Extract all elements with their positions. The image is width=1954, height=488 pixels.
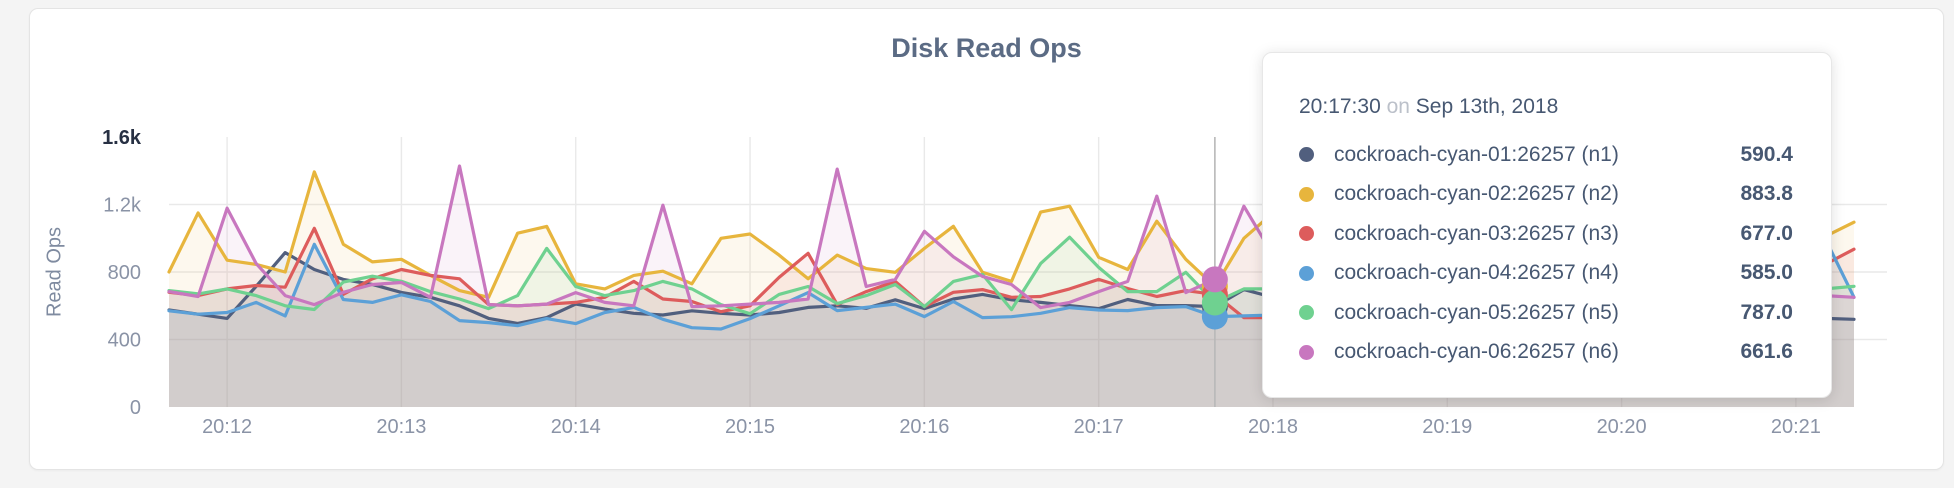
series-name: cockroach-cyan-04:26257 (n4) <box>1334 261 1619 285</box>
y-tick-label: 0 <box>130 397 141 419</box>
series-color-dot <box>1299 305 1314 321</box>
x-tick-label: 20:15 <box>725 416 775 438</box>
y-tick-label: 1.2k <box>103 195 142 217</box>
series-color-dot <box>1299 265 1314 281</box>
tooltip-series-row: cockroach-cyan-04:26257 (n4) 585.0 <box>1299 254 1793 294</box>
tooltip-date: Sep 13th, 2018 <box>1415 95 1559 118</box>
x-tick-label: 20:14 <box>551 416 601 438</box>
chart-tooltip: 20:17:30 on Sep 13th, 2018 cockroach-cya… <box>1262 52 1832 398</box>
tooltip-series-row: cockroach-cyan-03:26257 (n3) 677.0 <box>1299 214 1793 254</box>
series-color-dot <box>1299 226 1314 242</box>
y-tick-label: 800 <box>108 262 141 284</box>
series-name: cockroach-cyan-05:26257 (n5) <box>1334 300 1619 324</box>
x-tick-label: 20:17 <box>1074 416 1124 438</box>
x-tick-label: 20:19 <box>1422 416 1472 438</box>
y-tick-label: 1.6k <box>102 127 142 149</box>
series-value: 787.0 <box>1740 300 1793 324</box>
y-tick-label: 400 <box>108 330 141 352</box>
series-value: 661.6 <box>1740 340 1793 364</box>
series-value: 585.0 <box>1740 261 1793 285</box>
tooltip-title: 20:17:30 on Sep 13th, 2018 <box>1299 93 1793 121</box>
series-value: 590.4 <box>1740 142 1793 166</box>
x-tick-label: 20:12 <box>202 416 252 438</box>
tooltip-time: 20:17:30 <box>1299 95 1381 118</box>
series-name: cockroach-cyan-01:26257 (n1) <box>1334 142 1619 166</box>
series-name: cockroach-cyan-06:26257 (n6) <box>1334 340 1619 364</box>
x-tick-label: 20:16 <box>899 416 949 438</box>
series-name: cockroach-cyan-03:26257 (n3) <box>1334 221 1619 245</box>
series-name: cockroach-cyan-02:26257 (n2) <box>1334 182 1619 206</box>
tooltip-series-row: cockroach-cyan-01:26257 (n1) 590.4 <box>1299 135 1793 175</box>
series-color-dot <box>1299 186 1314 202</box>
series-value: 677.0 <box>1740 221 1793 245</box>
hover-dot-n5 <box>1201 289 1228 316</box>
hover-dot-n6 <box>1201 266 1228 293</box>
chart-title: Disk Read Ops <box>891 33 1082 63</box>
series-value: 883.8 <box>1740 182 1793 206</box>
x-tick-label: 20:21 <box>1771 416 1821 438</box>
series-color-dot <box>1299 147 1314 163</box>
tooltip-series-row: cockroach-cyan-02:26257 (n2) 883.8 <box>1299 175 1793 215</box>
tooltip-on-word: on <box>1386 95 1410 118</box>
x-tick-label: 20:13 <box>376 416 426 438</box>
x-tick-label: 20:20 <box>1597 416 1647 438</box>
series-color-dot <box>1299 344 1314 360</box>
x-tick-label: 20:18 <box>1248 416 1298 438</box>
tooltip-series-row: cockroach-cyan-06:26257 (n6) 661.6 <box>1299 333 1793 373</box>
tooltip-series-row: cockroach-cyan-05:26257 (n5) 787.0 <box>1299 293 1793 333</box>
